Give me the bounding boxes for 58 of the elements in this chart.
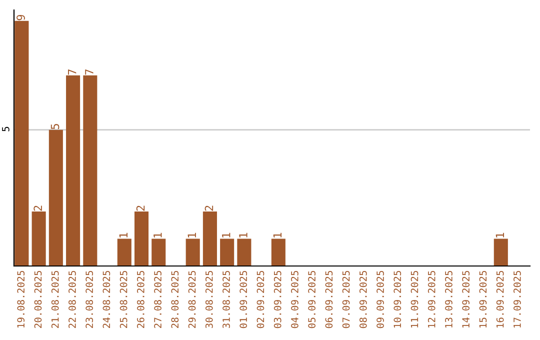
bar — [220, 238, 234, 266]
data-label: 1 — [496, 232, 504, 238]
bar — [237, 238, 252, 266]
data-label: 7 — [85, 70, 94, 75]
data-label: 1 — [154, 232, 162, 238]
x-tick-label: 10.09.2025 — [394, 270, 402, 328]
x-tick-label: 05.09.2025 — [308, 270, 316, 328]
data-label: 1 — [239, 232, 248, 238]
x-tick-label: 06.09.2025 — [325, 270, 333, 328]
x-tick-label: 27.08.2025 — [154, 270, 162, 328]
x-tick-label: 04.09.2025 — [291, 270, 298, 328]
data-label: 7 — [68, 70, 76, 75]
bar — [134, 212, 149, 266]
x-tick-label: 09.09.2025 — [376, 270, 384, 328]
x-tick-label: 13.09.2025 — [445, 270, 452, 328]
bar — [271, 238, 286, 266]
x-tick-label: 20.08.2025 — [34, 270, 42, 328]
data-label: 2 — [136, 206, 145, 211]
bar — [152, 238, 166, 266]
data-label: 1 — [188, 232, 196, 238]
x-tick-label: 16.09.2025 — [496, 270, 504, 328]
x-tick-label: 30.08.2025 — [205, 270, 213, 328]
x-tick-label: 07.09.2025 — [342, 270, 350, 328]
data-label: 9 — [16, 14, 25, 20]
bar — [186, 238, 200, 266]
data-label: 2 — [204, 206, 214, 211]
x-tick-label: 24.08.2025 — [102, 270, 110, 328]
x-tick-label: 19.08.2025 — [17, 270, 25, 328]
data-label: 1 — [119, 232, 128, 238]
x-tick-label: 21.08.2025 — [51, 270, 59, 328]
bar — [32, 212, 46, 266]
bar — [494, 238, 508, 266]
x-tick-label: 12.09.2025 — [428, 270, 436, 328]
data-label: 5 — [50, 124, 60, 130]
x-tick-label: 28.08.2025 — [171, 270, 179, 328]
x-tick-label: 23.08.2025 — [86, 270, 94, 328]
x-tick-label: 08.09.2025 — [359, 270, 367, 328]
x-tick-label: 29.08.2025 — [188, 270, 196, 328]
data-label: 2 — [34, 206, 42, 211]
x-tick-label: 03.09.2025 — [274, 270, 282, 328]
x-tick-label: 11.09.2025 — [410, 270, 418, 328]
x-tick-label: 31.08.2025 — [222, 270, 230, 328]
bar — [117, 238, 132, 266]
x-tick-label: 26.08.2025 — [136, 270, 144, 328]
x-tick-label: 02.09.2025 — [256, 270, 264, 328]
x-tick-label: 14.09.2025 — [462, 270, 470, 328]
bar — [202, 212, 217, 266]
x-tick-label: 22.08.2025 — [68, 270, 76, 328]
bar — [66, 75, 80, 266]
x-tick-label: 25.08.2025 — [120, 270, 128, 328]
x-tick-label: 15.09.2025 — [479, 270, 487, 328]
x-tick-label: 01.09.2025 — [240, 270, 248, 328]
data-label: 1 — [222, 232, 230, 238]
x-tick-label: 17.09.2025 — [514, 270, 521, 328]
bar — [48, 130, 63, 266]
bar — [14, 20, 29, 266]
data-label: 1 — [273, 232, 282, 238]
bar — [83, 75, 98, 266]
